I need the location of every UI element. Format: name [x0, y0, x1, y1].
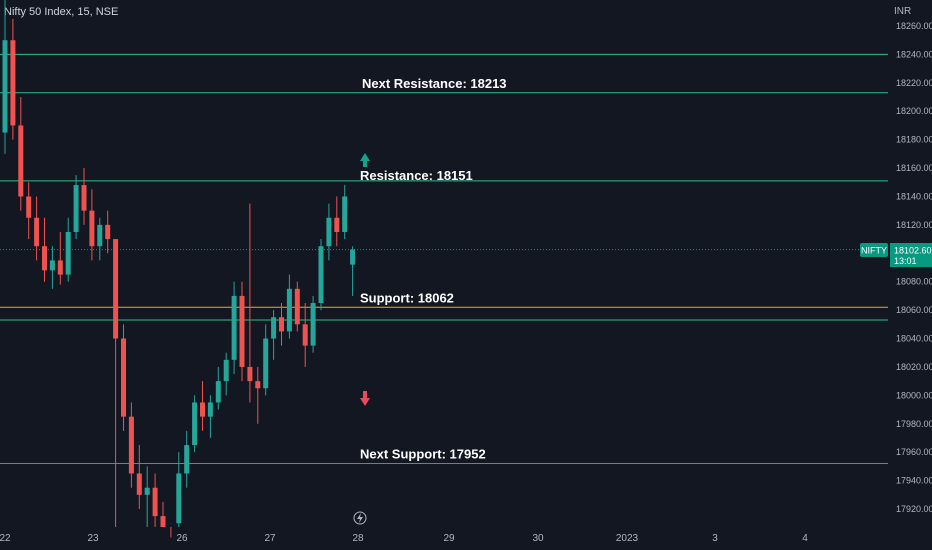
- candle: [192, 395, 198, 453]
- level-label: Resistance: 18151: [360, 168, 473, 183]
- candle: [2, 0, 8, 154]
- last-price-text: 18102.60: [894, 246, 932, 256]
- y-tick-label: 18060.00: [896, 305, 932, 315]
- candle: [286, 274, 292, 339]
- currency-label: INR: [894, 6, 912, 17]
- candle: [26, 182, 32, 240]
- candle: [255, 366, 261, 424]
- x-tick-label: 3: [712, 533, 718, 544]
- candles: [2, 0, 356, 538]
- candle: [294, 281, 300, 332]
- price-badge: NIFTY 18102.60 13:01: [860, 243, 932, 267]
- candle: [152, 473, 158, 527]
- last-price-badge: [890, 243, 932, 267]
- candle: [176, 452, 182, 527]
- candle: [184, 430, 190, 488]
- level-label: Next Support: 17952: [360, 447, 486, 462]
- candle: [57, 231, 63, 285]
- lightning-icon[interactable]: [353, 511, 367, 525]
- y-tick-label: 18140.00: [896, 191, 932, 201]
- y-tick-label: 18000.00: [896, 390, 932, 400]
- candle: [136, 445, 142, 509]
- candle: [73, 175, 79, 240]
- candle: [279, 303, 284, 346]
- candle: [334, 196, 340, 247]
- x-tick-label: 29: [443, 533, 455, 544]
- y-tick-label: 18020.00: [896, 362, 932, 372]
- up-arrow-icon: [360, 153, 370, 167]
- candle: [326, 203, 332, 261]
- candle: [302, 303, 308, 367]
- x-tick-label: 27: [264, 533, 276, 544]
- y-tick-label: 17960.00: [896, 447, 932, 457]
- level-label: Support: 18062: [360, 290, 454, 305]
- y-tick-label: 18200.00: [896, 106, 932, 116]
- candle: [318, 239, 324, 311]
- y-tick-label: 18220.00: [896, 78, 932, 88]
- candle: [239, 281, 245, 382]
- candle: [170, 527, 172, 538]
- candle: [231, 281, 237, 375]
- candle: [10, 18, 16, 140]
- level-label: Next Resistance: 18213: [362, 76, 507, 91]
- candle: [207, 395, 213, 438]
- y-tick-label: 18040.00: [896, 334, 932, 344]
- y-tick-label: 18180.00: [896, 135, 932, 145]
- candle: [223, 352, 229, 396]
- candle: [215, 366, 221, 410]
- candle: [247, 203, 253, 403]
- x-tick-label: 23: [87, 533, 99, 544]
- candle: [89, 189, 95, 261]
- candle: [271, 310, 277, 360]
- candle: [310, 295, 316, 353]
- symbol-badge-text: NIFTY: [861, 246, 887, 256]
- y-tick-label: 17980.00: [896, 419, 932, 429]
- symbol-badge: [860, 243, 888, 257]
- y-tick-label: 18160.00: [896, 163, 932, 173]
- candle: [49, 246, 55, 289]
- candle: [65, 217, 71, 282]
- candle: [144, 466, 150, 527]
- x-tick-label: 4: [802, 533, 808, 544]
- symbol-title: Nifty 50 Index, 15, NSE: [4, 6, 119, 18]
- y-tick-label: 17920.00: [896, 504, 932, 514]
- y-tick-label: 18260.00: [896, 21, 932, 31]
- candle: [42, 217, 47, 282]
- y-tick-label: 18080.00: [896, 277, 932, 287]
- candle: [160, 501, 166, 527]
- x-tick-label: 30: [532, 533, 544, 544]
- x-tick-label: 22: [0, 533, 11, 544]
- candle: [81, 168, 87, 225]
- candle: [97, 217, 103, 261]
- countdown-text: 13:01: [894, 256, 917, 266]
- level-lines: [0, 53, 888, 465]
- time-axis[interactable]: 22 23 26 27 28 29 30 2023 3 4: [0, 533, 808, 544]
- candle: [105, 210, 111, 254]
- candle: [128, 402, 134, 488]
- candle: [350, 246, 356, 296]
- candle: [18, 97, 24, 211]
- candle: [263, 324, 269, 396]
- level-labels: Next Resistance: 18213 Resistance: 18151 S…: [360, 76, 507, 462]
- price-axis[interactable]: 18260.00 18240.00 18220.00 18200.00 18180.00…: [896, 21, 932, 514]
- candle: [113, 239, 119, 527]
- candle: [200, 381, 205, 431]
- candle: [342, 185, 348, 240]
- y-tick-label: 17940.00: [896, 476, 932, 486]
- x-tick-label: 26: [176, 533, 188, 544]
- x-tick-label: 28: [352, 533, 364, 544]
- down-arrow-icon: [360, 391, 370, 406]
- y-tick-label: 18120.00: [896, 220, 932, 230]
- y-tick-label: 18240.00: [896, 49, 932, 59]
- x-tick-label: 2023: [616, 533, 639, 544]
- candle: [34, 196, 40, 261]
- candle: [121, 324, 126, 431]
